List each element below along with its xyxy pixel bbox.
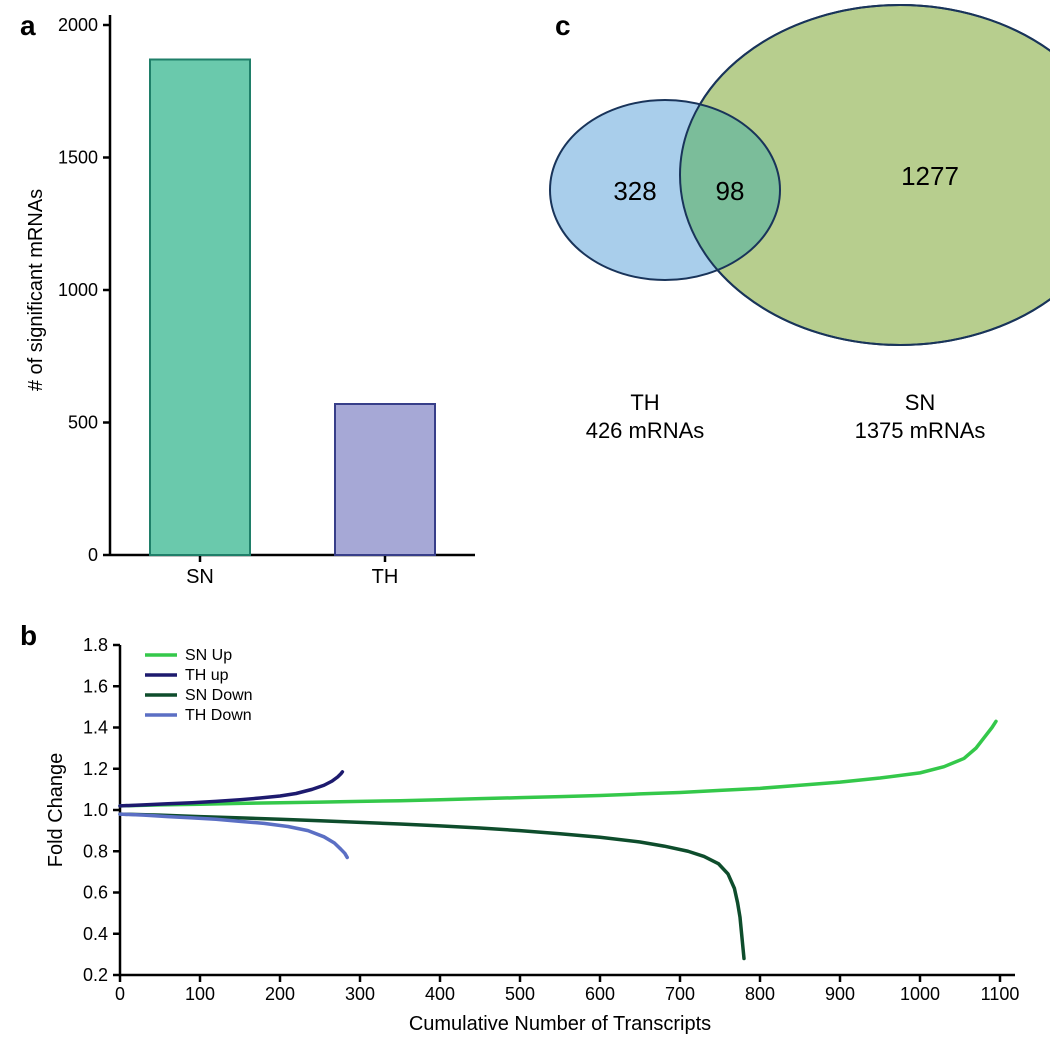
- svg-text:900: 900: [825, 984, 855, 1004]
- venn-captions: TH 426 mRNAs SN 1375 mRNAs: [586, 390, 986, 443]
- svg-text:500: 500: [68, 413, 98, 433]
- bar-th: [335, 404, 435, 555]
- legend-0: SN Up: [185, 647, 232, 664]
- panel-a-xticks: SN TH: [186, 555, 398, 588]
- svg-text:1500: 1500: [58, 148, 98, 168]
- svg-text:1100: 1100: [981, 984, 1020, 1004]
- panel-b-ylabel: Fold Change: [45, 753, 67, 868]
- figure-svg: a 0 500 1000 1500 2000: [0, 0, 1050, 1046]
- panel-a-label: a: [20, 10, 36, 41]
- venn-overlap-value: 98: [716, 176, 745, 206]
- svg-text:1.8: 1.8: [83, 635, 108, 655]
- svg-text:0.2: 0.2: [83, 965, 108, 985]
- bar-sn: [150, 60, 250, 556]
- svg-text:0: 0: [88, 545, 98, 565]
- panel-c: c 328 98 1277 TH: [550, 5, 1050, 443]
- svg-text:1.6: 1.6: [83, 676, 108, 696]
- venn-left-name: TH: [630, 390, 659, 415]
- svg-text:1.2: 1.2: [83, 759, 108, 779]
- svg-text:600: 600: [585, 984, 615, 1004]
- panel-b-lines: [120, 721, 996, 958]
- svg-text:0.8: 0.8: [83, 841, 108, 861]
- panel-a-bars: [150, 60, 435, 556]
- panel-a-ylabel: # of significant mRNAs: [25, 189, 47, 391]
- svg-text:1000: 1000: [58, 280, 98, 300]
- svg-text:0.6: 0.6: [83, 883, 108, 903]
- venn-right-value: 1277: [901, 161, 959, 191]
- svg-text:400: 400: [425, 984, 455, 1004]
- panel-b: b 0.2 0.4 0.6 0.8 1.0 1.2 1.4 1.6 1.8: [20, 620, 1019, 1035]
- svg-text:800: 800: [745, 984, 775, 1004]
- panel-b-xlabel: Cumulative Number of Transcripts: [409, 1013, 711, 1035]
- svg-text:0.4: 0.4: [83, 924, 108, 944]
- venn-left-value: 328: [613, 176, 656, 206]
- panel-a-cat-0: SN: [186, 566, 214, 588]
- legend-1: TH up: [185, 667, 229, 684]
- panel-a-cat-1: TH: [372, 566, 399, 588]
- svg-text:500: 500: [505, 984, 535, 1004]
- venn-left-sub: 426 mRNAs: [586, 418, 705, 443]
- panel-b-label: b: [20, 620, 37, 651]
- legend-2: SN Down: [185, 687, 253, 704]
- panel-a-yticks: 0 500 1000 1500 2000: [58, 15, 110, 565]
- venn-right-sub: 1375 mRNAs: [855, 418, 986, 443]
- svg-text:300: 300: [345, 984, 375, 1004]
- legend-3: TH Down: [185, 707, 252, 724]
- svg-text:1.4: 1.4: [83, 718, 108, 738]
- figure-root: a 0 500 1000 1500 2000: [0, 0, 1050, 1046]
- svg-text:1000: 1000: [900, 984, 940, 1004]
- series-line: [120, 721, 996, 806]
- svg-text:100: 100: [185, 984, 215, 1004]
- series-line: [120, 814, 744, 958]
- svg-text:700: 700: [665, 984, 695, 1004]
- panel-c-label: c: [555, 10, 571, 41]
- panel-a: a 0 500 1000 1500 2000: [20, 10, 475, 588]
- svg-text:200: 200: [265, 984, 295, 1004]
- svg-text:0: 0: [115, 984, 125, 1004]
- panel-b-legend: SN Up TH up SN Down TH Down: [145, 647, 253, 724]
- venn-right-name: SN: [905, 390, 936, 415]
- svg-text:1.0: 1.0: [83, 800, 108, 820]
- svg-text:2000: 2000: [58, 15, 98, 35]
